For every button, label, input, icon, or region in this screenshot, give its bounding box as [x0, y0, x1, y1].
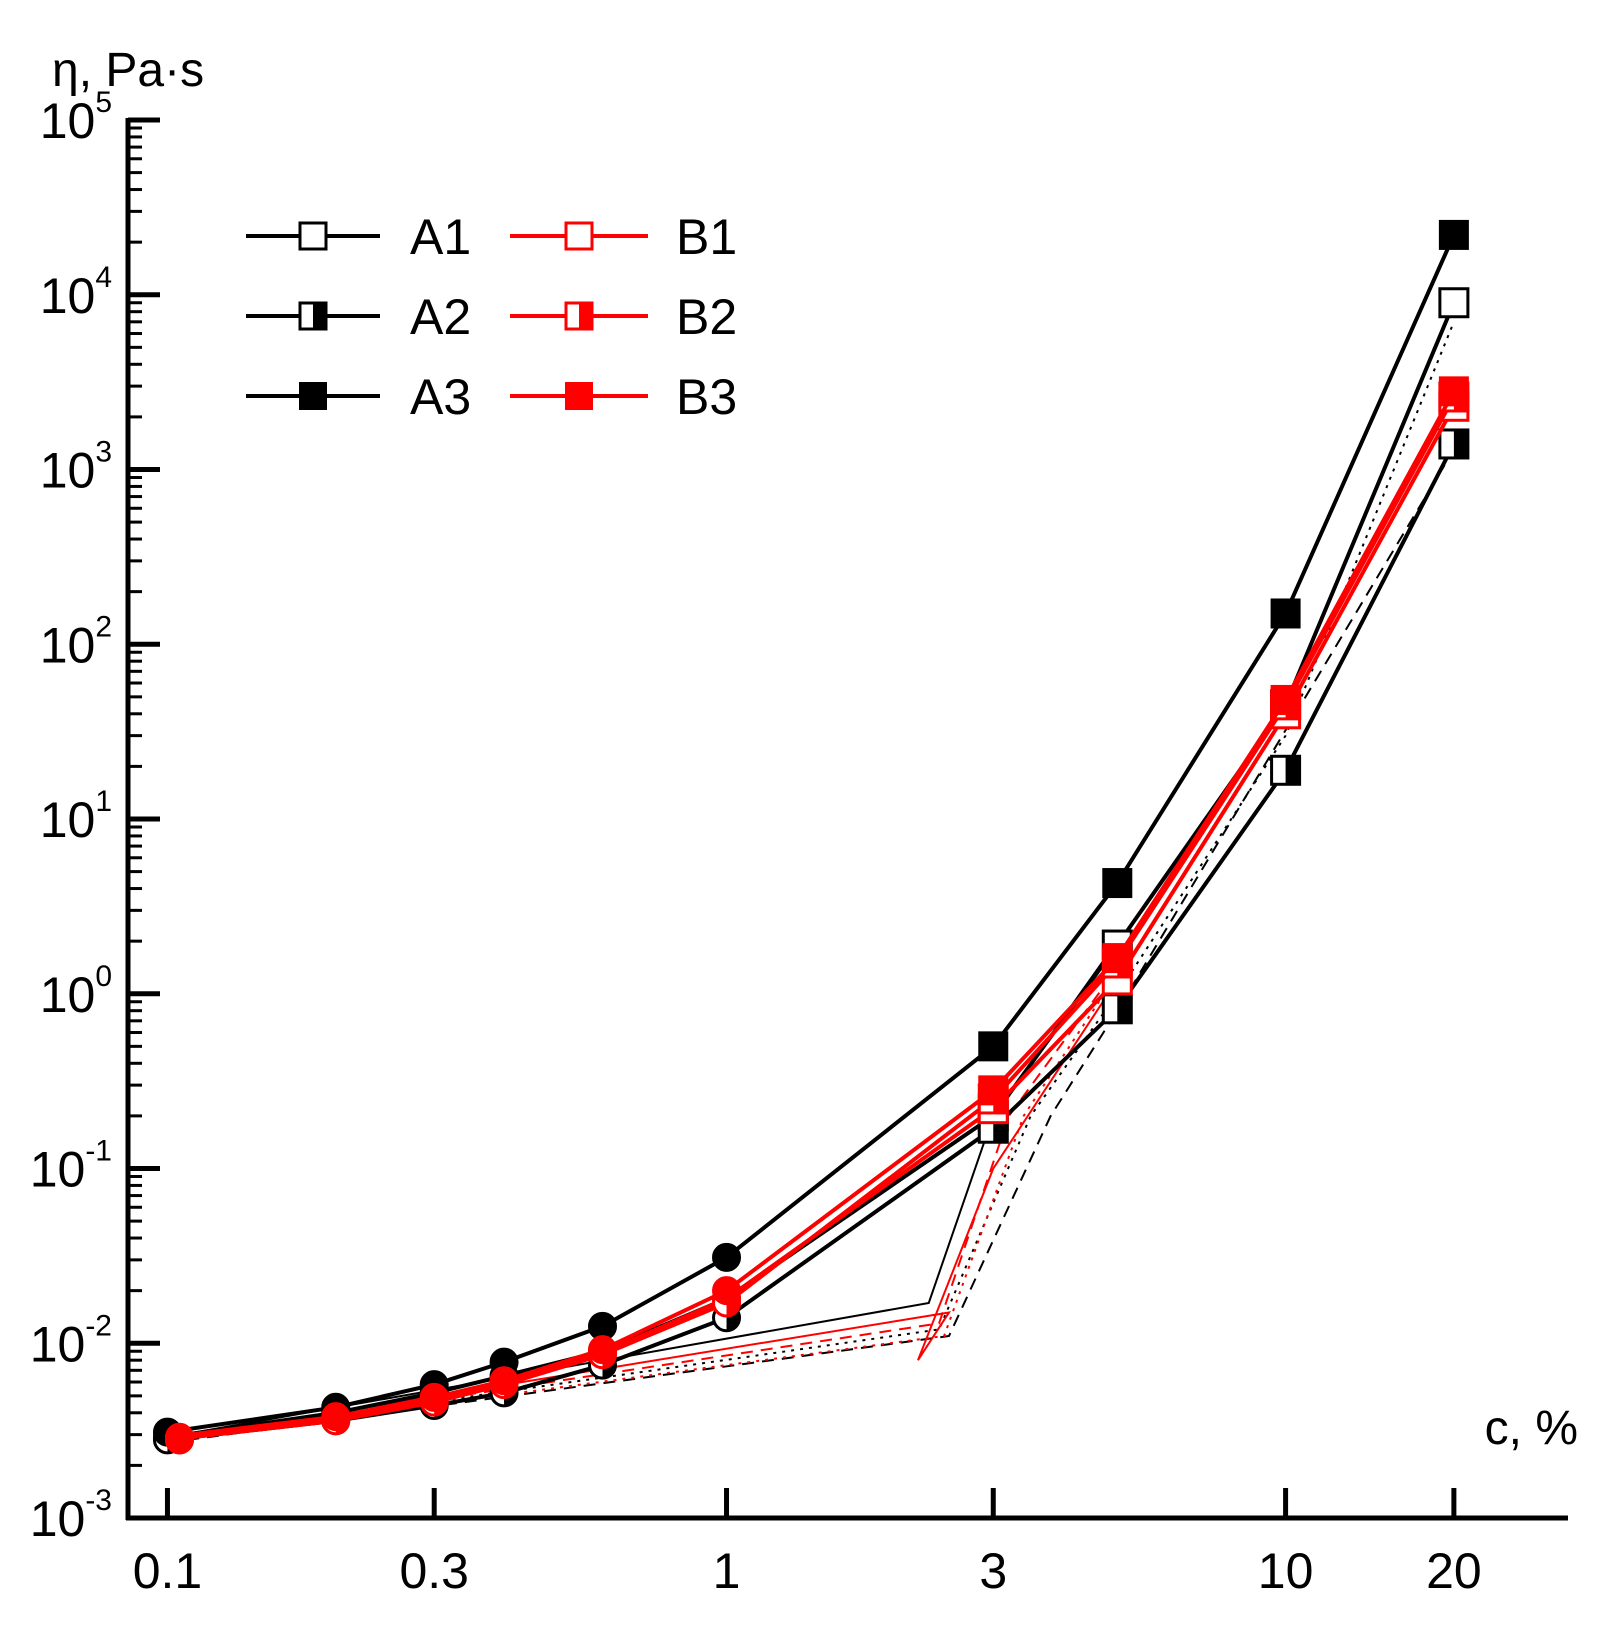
- x-tick-label: 1: [713, 1543, 741, 1599]
- legend-marker: [564, 221, 594, 251]
- series-B3: [164, 376, 1469, 1452]
- legend-item-A1: A1: [246, 209, 471, 265]
- point-B3: [164, 1422, 194, 1452]
- point-A2-fill: [1285, 756, 1300, 785]
- x-tick-label: 0.1: [133, 1543, 203, 1599]
- x-axis-label: c, %: [1485, 1402, 1578, 1455]
- x-tick-label: 0.3: [399, 1543, 469, 1599]
- series-B2: [164, 381, 1470, 1455]
- point-B3: [1438, 376, 1469, 407]
- legend-label: A1: [410, 209, 471, 265]
- x-tick-label: 3: [979, 1543, 1007, 1599]
- x-tick-label: 10: [1258, 1543, 1314, 1599]
- point-A3: [712, 1242, 742, 1272]
- y-tick-label: 10-1: [30, 1135, 112, 1198]
- series-line-A3: [167, 234, 1456, 1435]
- y-tick-label: 10-3: [30, 1484, 112, 1547]
- fit-line: [167, 967, 1119, 1441]
- point-A3: [1270, 598, 1301, 629]
- series-A3: [152, 219, 1469, 1447]
- point-B3: [419, 1382, 449, 1412]
- legend-label: A2: [410, 289, 471, 345]
- point-B3: [978, 1075, 1009, 1106]
- y-tick-label: 10-2: [30, 1309, 112, 1372]
- series-line-B3: [167, 390, 1456, 1440]
- y-tick-label: 103: [40, 436, 112, 499]
- x-ticks: 0.1 0.3 1 3 10 20: [133, 1488, 1482, 1599]
- series-line-A2: [167, 443, 1456, 1442]
- point-A3: [1102, 868, 1133, 899]
- legend-item-B2: B2: [510, 289, 737, 345]
- legend-item-B1: B1: [510, 209, 737, 265]
- legend-item-A3: A3: [246, 369, 471, 425]
- point-A3: [978, 1031, 1009, 1062]
- fit-lines: [167, 321, 1455, 1444]
- fit-line: [167, 973, 1119, 1441]
- legend-item-B3: B3: [510, 369, 737, 425]
- legend-marker-fill: [579, 303, 592, 329]
- legend-marker-fill: [313, 303, 326, 329]
- point-A2-fill: [1453, 429, 1468, 458]
- point-B3: [321, 1402, 351, 1432]
- legend-label: B1: [676, 209, 737, 265]
- point-B3: [587, 1335, 617, 1365]
- y-ticks: 10-3 10-2 10-1 100 101 102 103 104 105: [30, 86, 160, 1547]
- y-tick-label: 100: [40, 960, 112, 1023]
- series-layer: [152, 219, 1470, 1455]
- point-B3: [712, 1276, 742, 1306]
- series-line-B2: [167, 396, 1456, 1442]
- legend-marker: [565, 382, 593, 410]
- point-A3: [1438, 219, 1469, 250]
- point-B3: [489, 1366, 519, 1396]
- fit-line: [167, 449, 1455, 1444]
- y-tick-label: 105: [40, 86, 112, 149]
- series-line-B1: [167, 405, 1456, 1442]
- legend: A1 A2 A3 B1 B2 B3: [246, 209, 737, 425]
- point-A1: [1438, 287, 1470, 319]
- axes: 10-3 10-2 10-1 100 101 102 103 104 105 0.1 0.3 1 3 1…: [30, 86, 1568, 1599]
- legend-label: B3: [676, 369, 737, 425]
- legend-item-A2: A2: [246, 289, 471, 345]
- legend-label: B2: [676, 289, 737, 345]
- series-A1: [152, 287, 1470, 1452]
- fit-line: [167, 979, 1119, 1441]
- legend-marker: [298, 221, 328, 251]
- legend-label: A3: [410, 369, 471, 425]
- series-B1: [164, 390, 1470, 1455]
- series-line-A1: [167, 301, 1456, 1440]
- legend-marker: [299, 382, 327, 410]
- y-tick-label: 101: [40, 785, 112, 848]
- point-A2-fill: [1117, 994, 1132, 1023]
- fit-line: [167, 321, 1455, 1441]
- point-B3: [1102, 943, 1133, 974]
- y-tick-label: 102: [40, 610, 112, 673]
- y-tick-label: 104: [40, 261, 112, 324]
- y-axis-label: η, Pa·s: [52, 44, 204, 97]
- x-tick-label: 20: [1426, 1543, 1482, 1599]
- series-A2: [152, 428, 1470, 1455]
- point-B3: [1270, 684, 1301, 715]
